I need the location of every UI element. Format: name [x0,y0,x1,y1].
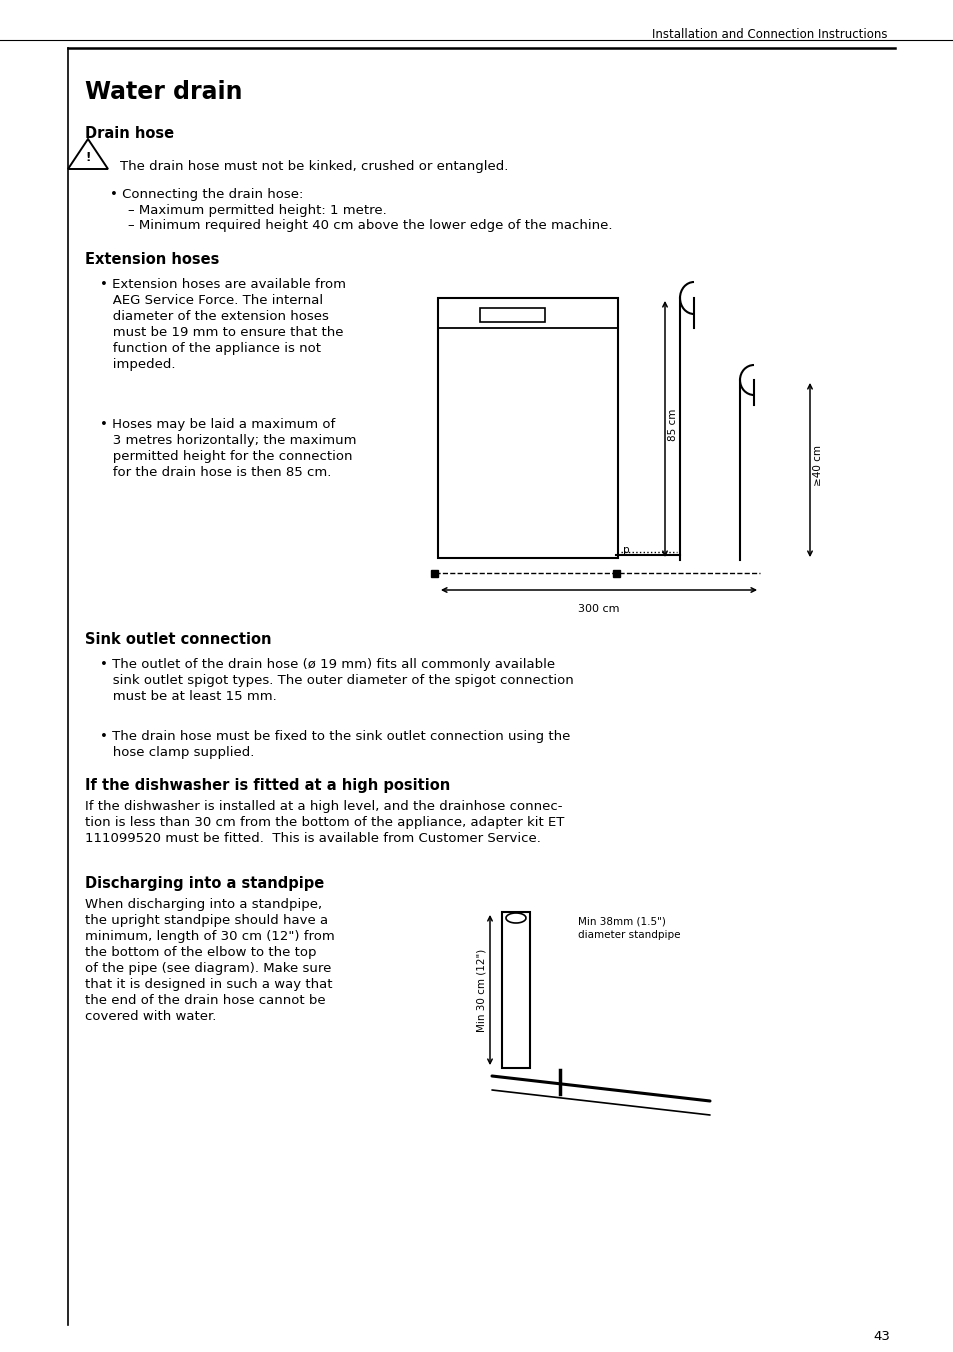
Bar [437,297,618,558]
Text: Sink outlet connection: Sink outlet connection [85,631,272,648]
Text: sink outlet spigot types. The outer diameter of the spigot connection: sink outlet spigot types. The outer diam… [100,675,573,687]
Text: The drain hose must not be kinked, crushed or entangled.: The drain hose must not be kinked, crush… [120,160,508,173]
Text: the end of the drain hose cannot be: the end of the drain hose cannot be [85,994,325,1007]
Text: 300 cm: 300 cm [578,604,619,614]
Text: When discharging into a standpipe,: When discharging into a standpipe, [85,898,322,911]
Text: 43: 43 [872,1330,889,1343]
Text: !: ! [85,151,91,164]
Text: covered with water.: covered with water. [85,1010,216,1023]
Text: 111099520 must be fitted.  This is available from Customer Service.: 111099520 must be fitted. This is availa… [85,831,540,845]
Text: diameter of the extension hoses: diameter of the extension hoses [100,310,329,323]
Text: for the drain hose is then 85 cm.: for the drain hose is then 85 cm. [100,466,331,479]
Text: of the pipe (see diagram). Make sure: of the pipe (see diagram). Make sure [85,963,331,975]
Text: minimum, length of 30 cm (12") from: minimum, length of 30 cm (12") from [85,930,335,942]
Text: If the dishwasher is installed at a high level, and the drainhose connec-: If the dishwasher is installed at a high… [85,800,562,813]
Text: Water drain: Water drain [85,80,242,104]
Text: impeded.: impeded. [100,358,175,370]
Text: the upright standpipe should have a: the upright standpipe should have a [85,914,328,927]
Text: must be at least 15 mm.: must be at least 15 mm. [100,690,276,703]
Text: must be 19 mm to ensure that the: must be 19 mm to ensure that the [100,326,343,339]
Text: the bottom of the elbow to the top: the bottom of the elbow to the top [85,946,316,959]
Text: Installation and Connection Instructions: Installation and Connection Instructions [652,28,887,41]
Text: p: p [622,545,629,556]
Text: • Connecting the drain hose:: • Connecting the drain hose: [110,188,303,201]
Text: Min 38mm (1.5"): Min 38mm (1.5") [578,917,665,927]
Text: – Minimum required height 40 cm above the lower edge of the machine.: – Minimum required height 40 cm above th… [128,219,612,233]
Text: • Hoses may be laid a maximum of: • Hoses may be laid a maximum of [100,418,335,431]
Bar [501,913,530,1068]
Text: 85 cm: 85 cm [667,408,678,441]
Text: tion is less than 30 cm from the bottom of the appliance, adapter kit ET: tion is less than 30 cm from the bottom … [85,817,564,829]
Bar [479,308,544,322]
Text: that it is designed in such a way that: that it is designed in such a way that [85,977,333,991]
Text: function of the appliance is not: function of the appliance is not [100,342,320,356]
Bar [431,571,437,577]
Text: Discharging into a standpipe: Discharging into a standpipe [85,876,324,891]
Text: Min 30 cm (12"): Min 30 cm (12") [476,948,486,1032]
Text: • Extension hoses are available from: • Extension hoses are available from [100,279,346,291]
Text: Extension hoses: Extension hoses [85,251,219,266]
Text: 3 metres horizontally; the maximum: 3 metres horizontally; the maximum [100,434,356,448]
Text: ≥40 cm: ≥40 cm [812,445,822,485]
Text: Drain hose: Drain hose [85,126,174,141]
Text: AEG Service Force. The internal: AEG Service Force. The internal [100,293,323,307]
Text: • The outlet of the drain hose (ø 19 mm) fits all commonly available: • The outlet of the drain hose (ø 19 mm)… [100,658,555,671]
Text: If the dishwasher is fitted at a high position: If the dishwasher is fitted at a high po… [85,777,450,794]
Bar [613,571,619,577]
Text: • The drain hose must be fixed to the sink outlet connection using the: • The drain hose must be fixed to the si… [100,730,570,744]
Text: hose clamp supplied.: hose clamp supplied. [100,746,254,758]
Text: diameter standpipe: diameter standpipe [578,930,679,940]
Text: – Maximum permitted height: 1 metre.: – Maximum permitted height: 1 metre. [128,204,386,218]
Text: permitted height for the connection: permitted height for the connection [100,450,352,462]
